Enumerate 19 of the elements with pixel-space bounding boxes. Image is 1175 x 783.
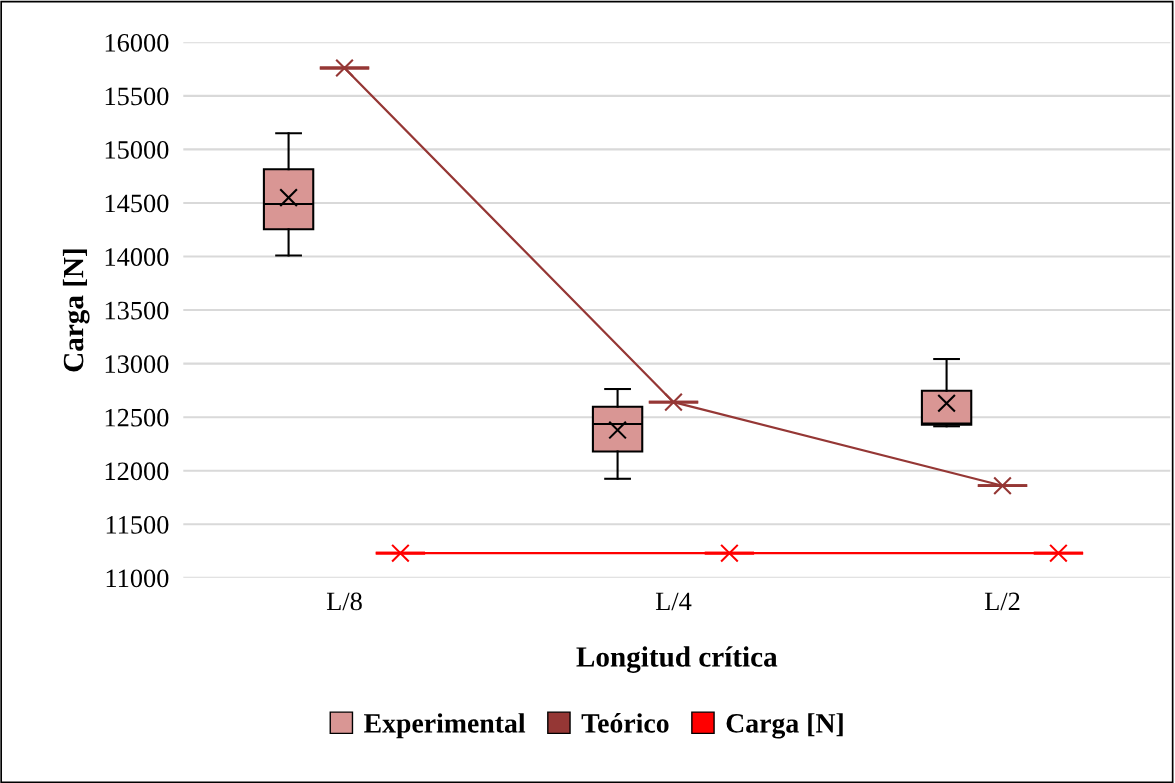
y-tick-label: 14500 <box>105 194 169 213</box>
x-axis-title: Longitud crítica <box>576 646 778 673</box>
y-tick-label: 11500 <box>106 515 169 534</box>
y-tick-label: 11000 <box>106 569 169 588</box>
y-axis-title: Carga [N] <box>62 249 90 372</box>
y-tick-label: 15500 <box>105 87 169 106</box>
y-tick-label: 16000 <box>105 33 169 52</box>
y-tick-label: 12000 <box>105 462 169 481</box>
legend-label: Carga [N] <box>726 713 843 739</box>
x-tick-label: L/2 <box>984 592 1020 611</box>
y-tick-label: 14000 <box>105 248 169 266</box>
y-tick-label: 13500 <box>105 301 169 320</box>
y-tick-label: 15000 <box>105 141 169 159</box>
y-tick-label: 13000 <box>105 355 169 374</box>
legend-label: Teórico <box>581 713 669 733</box>
y-tick-label: 12500 <box>105 408 169 427</box>
legend-label: Experimental <box>364 713 526 739</box>
x-tick-label: L/8 <box>326 592 362 611</box>
x-tick-label: L/4 <box>655 592 692 611</box>
